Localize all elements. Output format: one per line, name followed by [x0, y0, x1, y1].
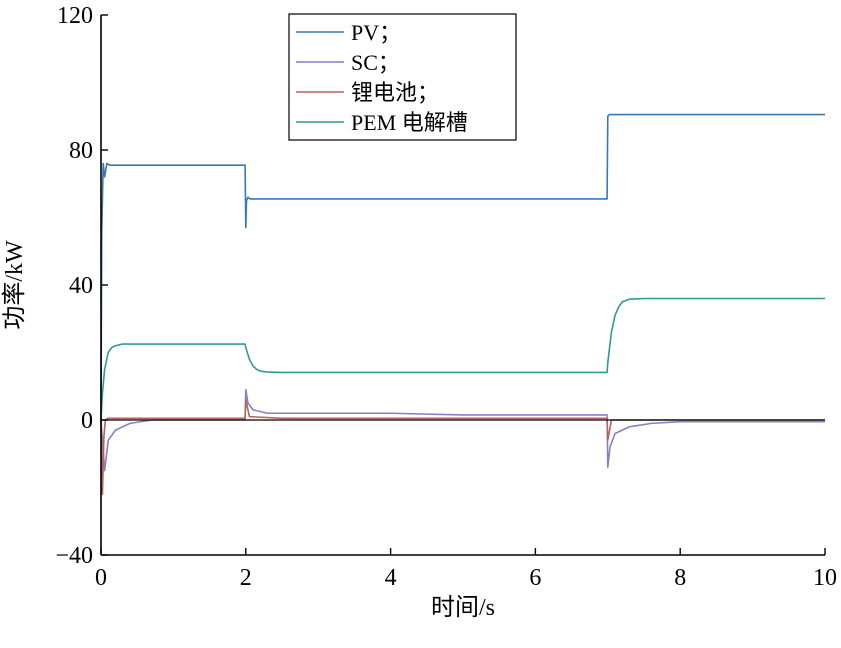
series-line-1: [100, 388, 825, 472]
x-tick-label: 4: [385, 565, 397, 591]
x-tick-label: 2: [240, 565, 252, 591]
y-tick-label: 80: [69, 138, 93, 164]
y-tick-label: 120: [57, 3, 93, 29]
x-tick-label: 6: [529, 565, 541, 591]
y-tick-label: 40: [69, 273, 93, 299]
legend-label-2: 锂电池；: [351, 80, 439, 105]
series-line-2: [100, 398, 825, 496]
legend: PV； SC； 锂电池； PEM 电解槽: [288, 13, 517, 141]
legend-label-0: PV；: [351, 20, 401, 45]
y-tick-label: 0: [81, 408, 93, 434]
legend-label-1: SC；: [351, 50, 400, 75]
legend-label-3: PEM 电解槽: [351, 110, 468, 135]
x-tick-label: 8: [674, 565, 686, 591]
x-tick-label: 10: [813, 565, 837, 591]
series-line-0: [100, 113, 825, 421]
plot-lines: [100, 113, 825, 496]
legend-box: [288, 13, 517, 141]
series-line-3: [100, 297, 825, 421]
x-tick-label: 0: [95, 565, 107, 591]
y-tick-label: −40: [55, 543, 93, 569]
x-axis-title: 时间/s: [431, 594, 495, 621]
y-axis-title: 功率/kW: [1, 240, 28, 330]
